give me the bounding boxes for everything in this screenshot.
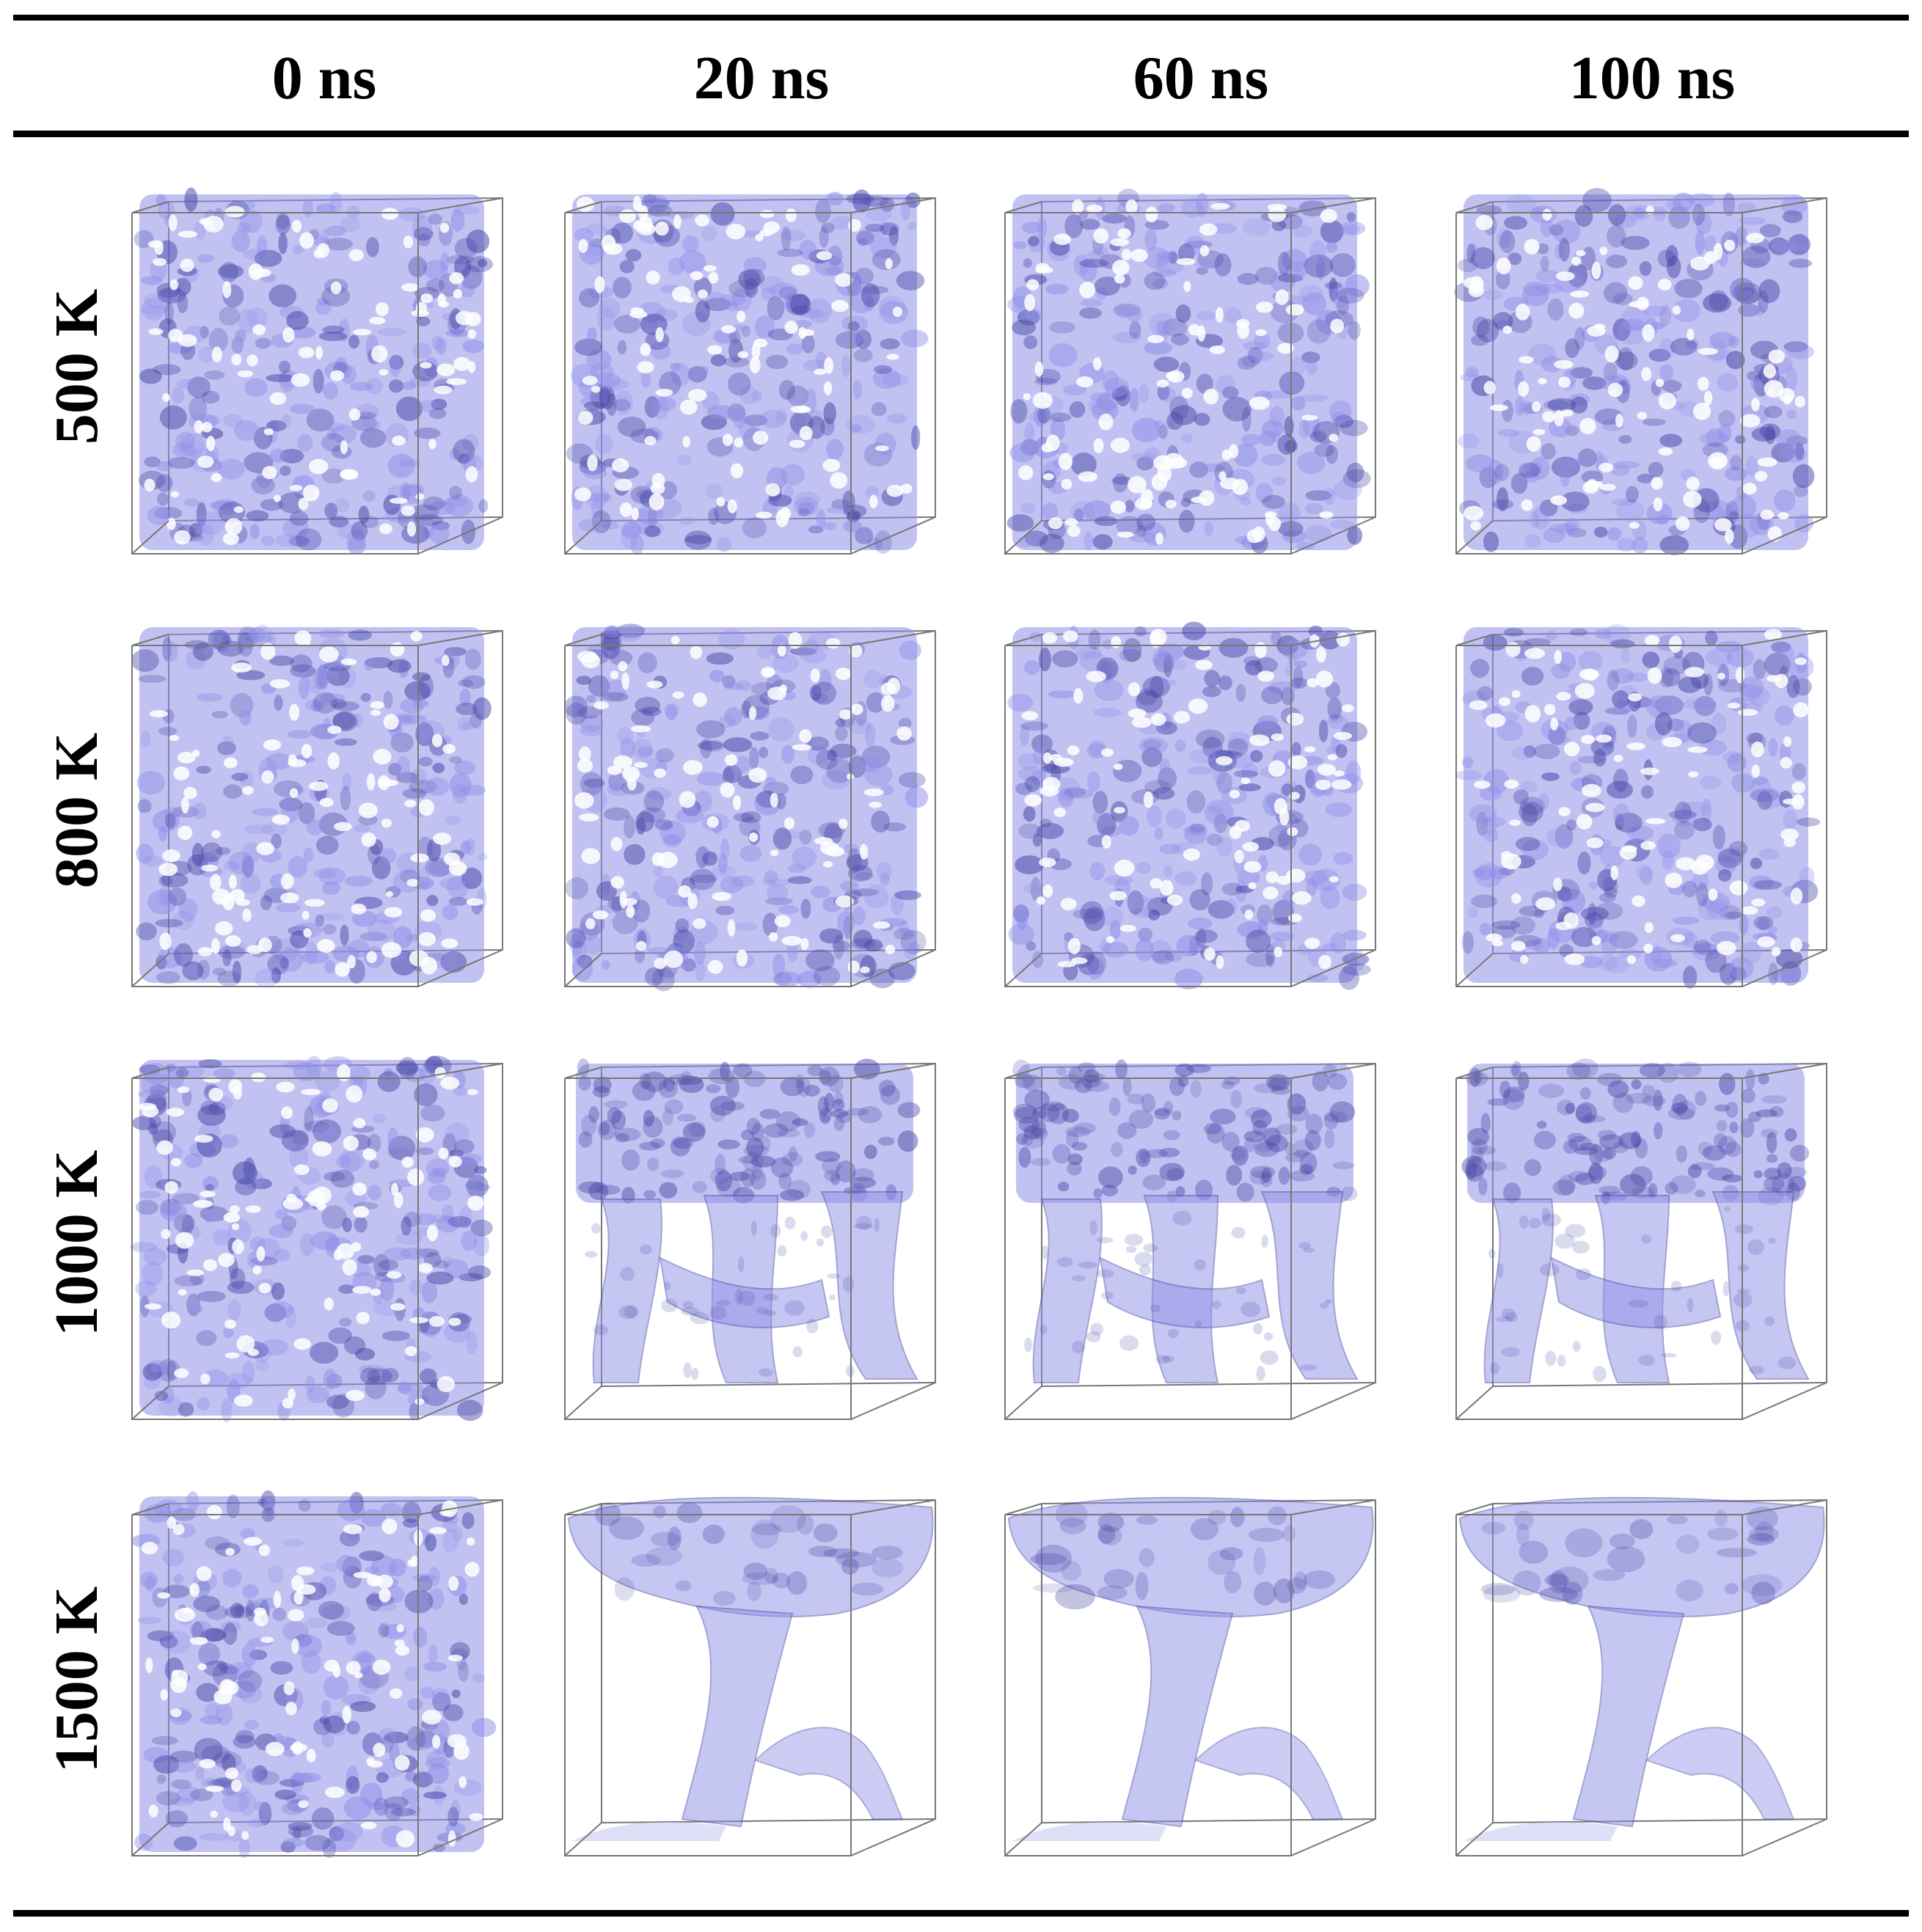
snapshot-panel	[1449, 605, 1845, 1001]
simulation-box-front	[1455, 197, 1827, 555]
simulation-box-front	[1004, 1499, 1376, 1856]
simulation-box-front	[564, 197, 936, 555]
porous-surface	[131, 1490, 497, 1859]
isosurface-render	[131, 1490, 503, 1859]
simulation-box-front	[131, 1063, 503, 1420]
simulation-box-front	[131, 1499, 503, 1856]
snapshot-panel	[998, 605, 1394, 1001]
porous-surface	[1458, 1496, 1825, 1841]
isosurface-render	[564, 1496, 936, 1856]
isosurface-render	[131, 187, 503, 555]
simulation-box-front	[564, 630, 936, 987]
isosurface-render	[564, 623, 936, 992]
isosurface-render	[1004, 1059, 1376, 1420]
snapshot-panel	[558, 1038, 954, 1434]
simulation-box-front	[564, 1063, 936, 1420]
porous-surface	[1461, 1058, 1810, 1383]
porous-surface	[1455, 624, 1821, 989]
isosurface-render	[1004, 1496, 1376, 1856]
snapshot-panel	[125, 605, 521, 1001]
snapshot-panel	[998, 1474, 1394, 1870]
simulation-box-front	[564, 1499, 936, 1856]
porous-surface	[576, 1058, 921, 1383]
snapshot-panel	[125, 1474, 521, 1870]
column-header-20ns: 20 ns	[693, 44, 830, 112]
snapshot-panel	[1449, 1038, 1845, 1434]
snapshot-panel	[998, 172, 1394, 568]
column-header-100ns: 100 ns	[1568, 44, 1736, 112]
snapshot-panel	[125, 172, 521, 568]
simulation-box-front	[1004, 630, 1376, 987]
porous-surface	[566, 189, 929, 555]
simulation-box-front	[1004, 197, 1376, 555]
snapshot-panel	[998, 1038, 1394, 1434]
isosurface-render	[1455, 624, 1827, 989]
isosurface-render	[1455, 1058, 1827, 1420]
isosurface-render	[1004, 188, 1376, 555]
snapshot-panel	[125, 1038, 521, 1434]
row-header-1000k: 1000 K	[43, 1149, 111, 1337]
simulation-box-front	[131, 630, 503, 987]
snapshot-panel	[558, 172, 954, 568]
porous-surface	[1012, 1059, 1359, 1383]
snapshot-panel	[558, 1474, 954, 1870]
column-header-60ns: 60 ns	[1133, 44, 1269, 112]
porous-surface	[1007, 1496, 1374, 1841]
simulation-box-front	[1455, 630, 1827, 987]
column-header-0ns: 0 ns	[271, 44, 377, 112]
row-header-500k: 500 K	[43, 288, 111, 445]
simulation-box-front	[1455, 1499, 1827, 1856]
isosurface-render	[131, 624, 503, 988]
porous-surface	[1454, 188, 1815, 555]
isosurface-render	[130, 1055, 503, 1422]
snapshot-panel	[1449, 172, 1845, 568]
porous-surface	[1006, 188, 1371, 554]
snapshot-panel	[558, 605, 954, 1001]
porous-surface	[130, 1055, 493, 1422]
isosurface-render	[564, 1058, 936, 1420]
simulation-box-front	[131, 197, 503, 555]
isosurface-render	[1455, 1496, 1827, 1856]
header-rule	[13, 131, 1909, 137]
snapshot-panel	[1449, 1474, 1845, 1870]
bottom-rule	[13, 1910, 1909, 1917]
isosurface-render	[564, 189, 936, 555]
isosurface-render	[1004, 621, 1376, 990]
simulation-box-front	[1455, 1063, 1827, 1420]
porous-surface	[134, 187, 494, 555]
porous-surface	[564, 623, 929, 992]
isosurface-render	[1454, 188, 1827, 555]
simulation-box-front	[1004, 1063, 1376, 1420]
porous-surface	[1007, 621, 1371, 990]
top-rule	[13, 15, 1909, 21]
porous-surface	[131, 624, 492, 988]
porous-surface	[567, 1496, 934, 1841]
row-header-1500k: 1500 K	[43, 1586, 111, 1774]
row-header-800k: 800 K	[43, 732, 111, 889]
